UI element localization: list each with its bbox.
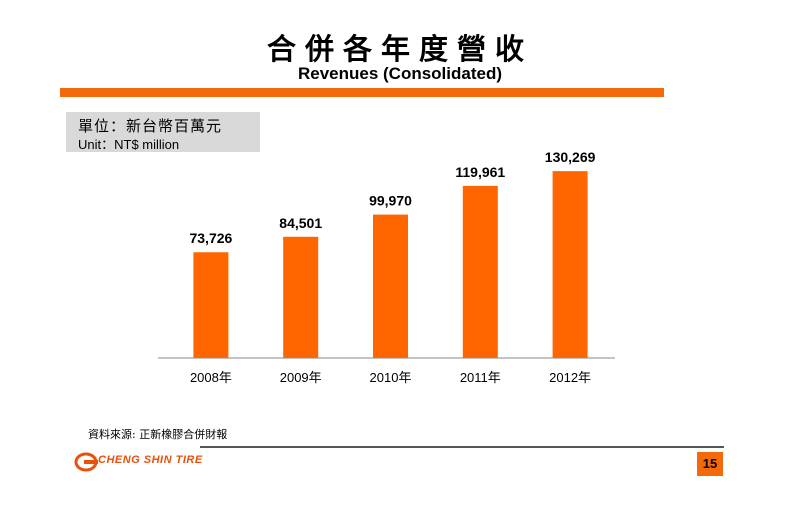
x-tick-label: 2010年 — [370, 370, 412, 385]
logo-text: CHENG SHIN TIRE — [98, 454, 203, 466]
title-divider — [60, 88, 664, 97]
x-tick-label: 2009年 — [280, 370, 322, 385]
bar-3 — [462, 185, 498, 358]
bar-value-label: 119,961 — [455, 164, 505, 180]
bar-value-label: 130,269 — [545, 149, 596, 165]
page-title-english: Revenues (Consolidated) — [297, 64, 503, 83]
bar-0 — [193, 252, 229, 358]
x-tick-label: 2011年 — [460, 370, 501, 385]
bar-4 — [552, 171, 588, 358]
tire-logo-icon — [74, 452, 98, 472]
page-title-chinese: 合併各年度營收 — [266, 32, 533, 66]
bar-1 — [283, 236, 319, 358]
bar-2 — [373, 214, 408, 358]
bar-value-label: 73,726 — [189, 230, 232, 246]
unit-label-english: Unit：NT$ million — [78, 137, 180, 152]
footer-divider — [200, 446, 724, 448]
page-number: 15 — [697, 452, 723, 476]
unit-box: 單位：新台幣百萬元 Unit：NT$ million — [66, 112, 260, 152]
data-source-note: 資料來源: 正新橡膠合併財報 — [88, 428, 228, 441]
bar-value-label: 84,501 — [279, 215, 322, 231]
bar-value-label: 99,970 — [369, 193, 412, 209]
x-tick-label: 2008年 — [190, 370, 232, 385]
company-logo: CHENG SHIN TIRE — [74, 452, 204, 472]
unit-label-chinese: 單位：新台幣百萬元 — [78, 117, 223, 135]
x-tick-label: 2012年 — [549, 370, 591, 385]
